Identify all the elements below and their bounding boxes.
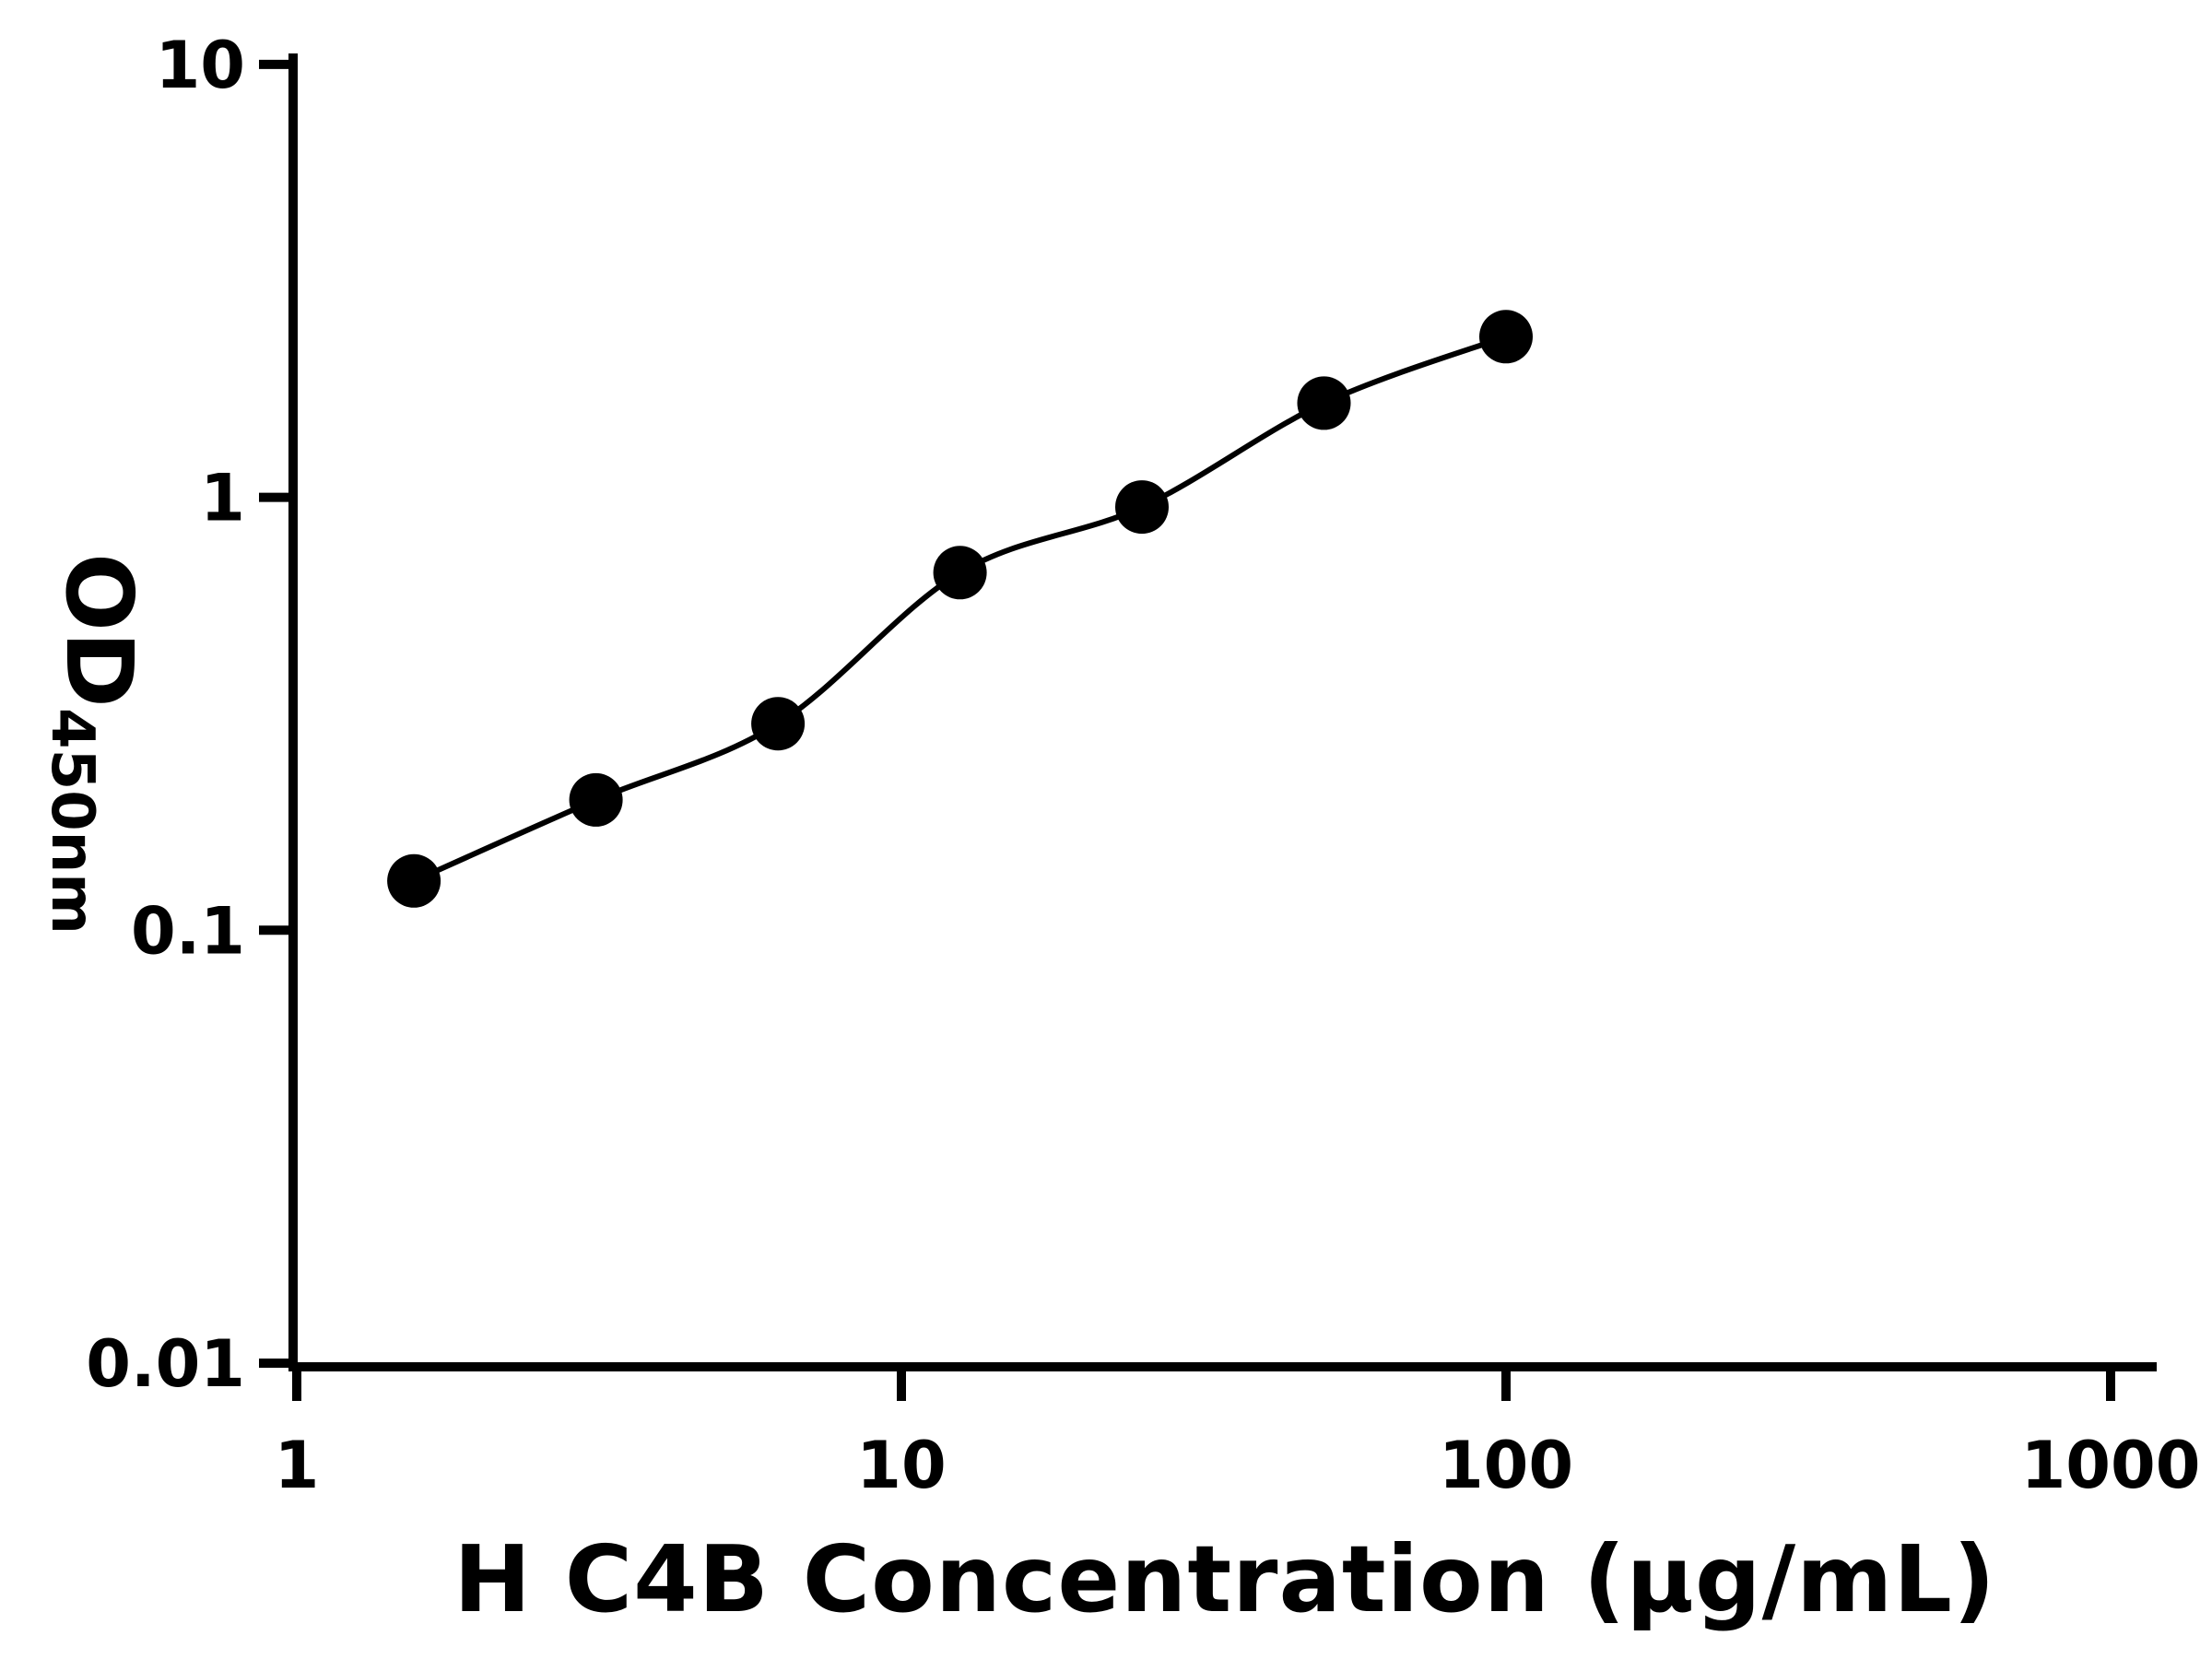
data-point-marker [1479,310,1533,364]
y-tick-label: 0.1 [131,893,245,969]
data-point-marker [1115,480,1169,535]
x-tick-label: 100 [1439,1428,1573,1503]
y-axis-title-text: OD [45,553,153,709]
data-point-marker [751,697,806,751]
x-tick-label: 1 [275,1428,320,1503]
y-tick-label: 0.01 [86,1326,245,1402]
x-axis-title: H C4B Concentration (μg/mL) [453,1525,1996,1633]
y-tick-label: 10 [156,28,245,103]
x-tick-label: 10 [856,1428,946,1503]
y-tick-label: 1 [200,461,245,536]
y-axis-title-subscript: 450nm [38,708,106,935]
x-tick-label: 1000 [2021,1428,2201,1503]
data-point-marker [933,546,987,600]
data-point-marker [569,772,623,827]
data-point-marker [387,853,441,908]
y-axis-title: OD450nm [38,553,153,935]
axis-spine [288,53,2157,1371]
data-point-marker [1297,376,1351,430]
